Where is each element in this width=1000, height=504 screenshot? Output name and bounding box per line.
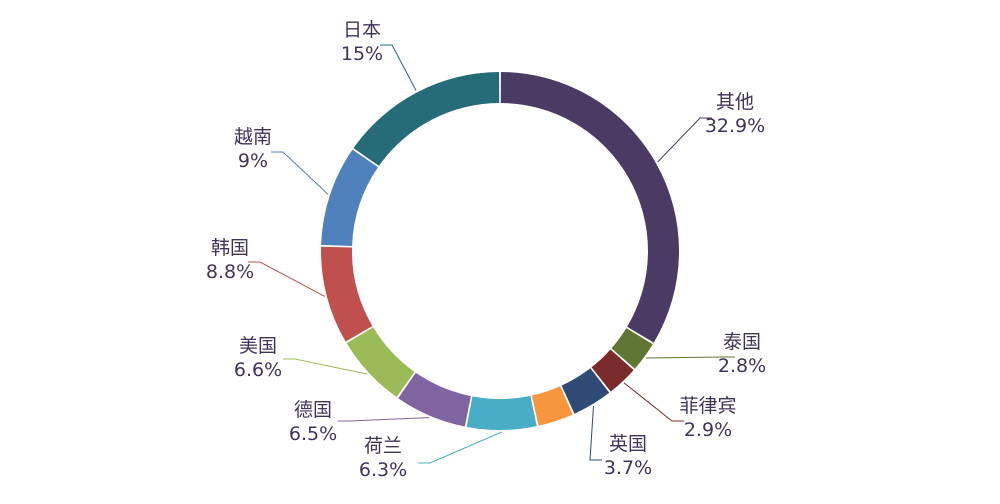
leader-line-3 — [589, 405, 602, 461]
value-label-7: 6.6% — [234, 359, 282, 381]
donut-slice-6 — [398, 372, 471, 427]
category-label-2: 菲律宾 — [679, 395, 736, 417]
value-label-1: 2.8% — [718, 355, 766, 377]
donut-slice-9 — [321, 149, 379, 246]
donut-slice-7 — [346, 327, 415, 398]
leader-line-6 — [338, 417, 430, 422]
donut-slice-0 — [500, 72, 679, 343]
donut-slice-4 — [531, 386, 573, 426]
category-label-3: 英国 — [609, 433, 647, 455]
value-label-8: 8.8% — [206, 261, 254, 283]
donut-slice-8 — [321, 246, 373, 342]
leader-line-9 — [271, 151, 329, 195]
donut-slice-2 — [591, 349, 634, 392]
value-label-3: 3.7% — [604, 457, 652, 479]
slice-group — [321, 72, 679, 430]
category-label-9: 越南 — [234, 126, 272, 148]
category-label-5: 荷兰 — [364, 435, 402, 457]
donut-slice-3 — [561, 368, 610, 414]
value-label-6: 6.5% — [289, 423, 337, 445]
leader-line-1 — [645, 356, 735, 359]
leader-line-8 — [248, 261, 326, 297]
donut-slice-5 — [466, 395, 537, 430]
leader-line-2 — [623, 382, 684, 422]
category-label-7: 美国 — [239, 335, 277, 357]
leader-line-0 — [657, 117, 712, 163]
value-label-2: 2.9% — [684, 419, 732, 441]
category-label-6: 德国 — [294, 399, 332, 421]
category-label-10: 日本 — [343, 19, 381, 41]
leader-line-10 — [380, 44, 417, 91]
donut-slice-1 — [611, 328, 653, 369]
leader-line-7 — [283, 358, 368, 375]
category-label-1: 泰国 — [723, 331, 761, 353]
value-label-9: 9% — [238, 150, 268, 172]
category-label-8: 韩国 — [211, 237, 249, 259]
leader-line-5 — [418, 431, 502, 464]
donut-slice-10 — [353, 72, 500, 166]
value-label-5: 6.3% — [359, 459, 407, 481]
value-label-0: 32.9% — [705, 115, 765, 137]
value-label-10: 15% — [341, 43, 383, 65]
category-label-0: 其他 — [716, 91, 754, 113]
